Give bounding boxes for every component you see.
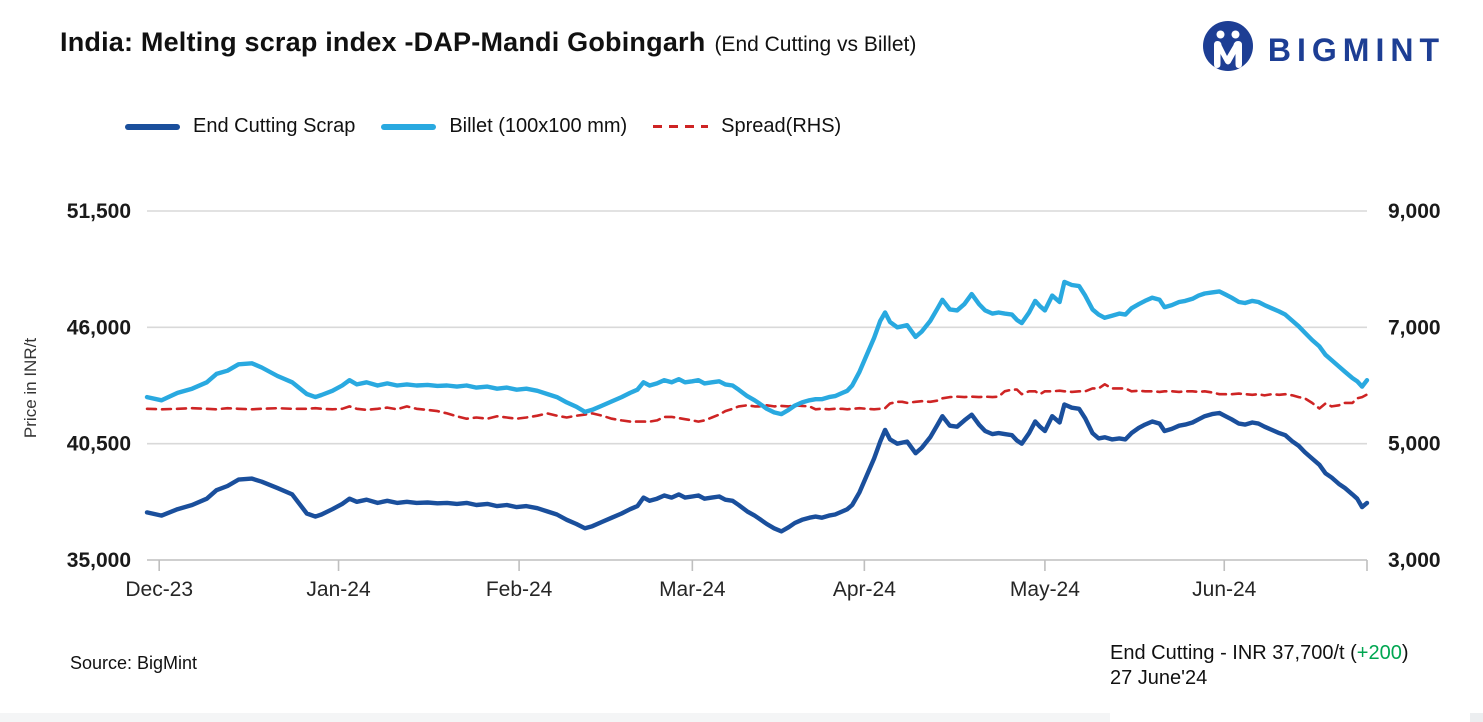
y-axis-label-right: 9,000	[1388, 200, 1441, 223]
series-line-billet-100x100-mm	[144, 279, 1370, 417]
y-axis-label-right: 5,000	[1388, 433, 1441, 456]
legend-item-end-cutting: End Cutting Scrap	[125, 115, 355, 138]
y-axis-label-left: 35,000	[67, 549, 131, 572]
legend-label: Billet (100x100 mm)	[449, 115, 628, 137]
y-axis-label-right: 3,000	[1388, 549, 1441, 572]
legend-item-billet: Billet (100x100 mm)	[381, 115, 627, 138]
latest-price-date: 27 June'24	[1110, 667, 1208, 689]
end-cutting-line-swatch	[125, 123, 180, 130]
series-line-spread-rhs	[145, 383, 1369, 423]
x-axis-label: May-24	[1010, 578, 1080, 601]
horizontal-scrollbar[interactable]	[0, 713, 1110, 722]
bigmint-logo-text: BIGMINT	[1267, 32, 1445, 68]
bigmint-logo: BIGMINT	[1202, 20, 1445, 81]
legend-label: Spread(RHS)	[721, 115, 842, 137]
y-axis-label-left: 51,500	[67, 200, 131, 223]
latest-price-line: End Cutting - INR 37,700/t (+200)	[1110, 642, 1409, 664]
latest-price-annotation: End Cutting - INR 37,700/t (+200) 27 Jun…	[1110, 641, 1409, 691]
y-axis-label-left: 46,000	[67, 316, 131, 339]
x-axis-label: Mar-24	[659, 578, 726, 601]
bigmint-logo-icon	[1202, 20, 1254, 81]
y-axis-label-left: 40,500	[67, 433, 131, 456]
x-axis-label: Dec-23	[125, 578, 193, 601]
scrollbar-corner	[1470, 713, 1483, 722]
legend-label: End Cutting Scrap	[193, 115, 356, 137]
legend-item-spread: Spread(RHS)	[653, 115, 841, 138]
x-axis-label: Jan-24	[306, 578, 371, 601]
page-title: India: Melting scrap index -DAP-Mandi Go…	[60, 27, 916, 58]
y-axis-label-right: 7,000	[1388, 316, 1441, 339]
x-axis-label: Jun-24	[1192, 578, 1257, 601]
chart-title: India: Melting scrap index -DAP-Mandi Go…	[60, 27, 706, 57]
chart-legend: End Cutting Scrap Billet (100x100 mm) Sp…	[125, 115, 841, 138]
chart-subtitle: (End Cutting vs Billet)	[714, 33, 917, 56]
billet-line-swatch	[381, 123, 437, 130]
series-line-end-cutting-scrap	[144, 402, 1370, 534]
x-axis-label: Feb-24	[486, 578, 553, 601]
spread-line-swatch	[653, 125, 709, 128]
x-axis-label: Apr-24	[833, 578, 896, 601]
source-note: Source: BigMint	[70, 653, 198, 673]
price-change-value: +200	[1356, 642, 1402, 664]
y-axis-title: Price in INR/t	[21, 337, 40, 439]
